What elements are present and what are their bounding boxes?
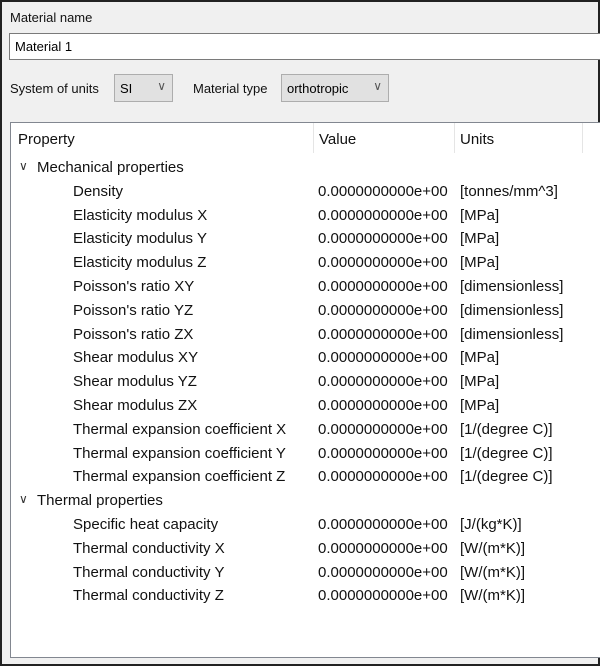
property-tree[interactable]: Property Value Units ∨ Mechanical propert… bbox=[10, 122, 600, 658]
property-units: [J/(kg*K)] bbox=[460, 516, 522, 533]
units-select[interactable]: SI ∨ bbox=[114, 74, 173, 102]
property-name: Shear modulus XY bbox=[73, 349, 199, 367]
property-units: [W/(m*K)] bbox=[460, 587, 525, 605]
property-units: [1/(degree C)] bbox=[460, 420, 553, 438]
property-row[interactable]: Shear modulus ZX 0.0000000000e+00 [MPa] bbox=[11, 394, 600, 418]
property-units: [MPa] bbox=[460, 373, 500, 391]
property-name: Poisson's ratio YZ bbox=[73, 301, 194, 319]
material-name-input[interactable]: Material 1 bbox=[9, 33, 600, 60]
column-header-units[interactable]: Units bbox=[460, 131, 495, 148]
property-name: Poisson's ratio ZX bbox=[73, 325, 194, 343]
property-units: [dimensionless] bbox=[460, 278, 564, 295]
property-row[interactable]: Density 0.0000000000e+00 [tonnes/mm^3] bbox=[11, 180, 600, 204]
property-name: Shear modulus ZX bbox=[73, 397, 198, 414]
property-name: Elasticity modulus Y bbox=[73, 230, 207, 248]
property-row[interactable]: Specific heat capacity 0.0000000000e+00 [J… bbox=[11, 513, 600, 537]
property-value[interactable]: 0.0000000000e+00 bbox=[318, 397, 448, 414]
property-row[interactable]: Elasticity modulus Y 0.0000000000e+00 [MPa… bbox=[11, 227, 600, 251]
property-name: Thermal expansion coefficient X bbox=[73, 420, 287, 438]
column-header-value[interactable]: Value bbox=[319, 131, 357, 148]
chevron-down-icon[interactable]: ∨ bbox=[19, 492, 28, 507]
property-row[interactable]: Poisson's ratio ZX 0.0000000000e+00 [dimen… bbox=[11, 323, 600, 347]
property-row[interactable]: Shear modulus YZ 0.0000000000e+00 [MPa] bbox=[11, 370, 600, 394]
property-row[interactable]: Elasticity modulus Z 0.0000000000e+00 [MPa… bbox=[11, 251, 600, 275]
property-row[interactable]: Thermal conductivity Z 0.0000000000e+00 [W… bbox=[11, 584, 600, 608]
property-units: [MPa] bbox=[460, 254, 500, 272]
property-units: [W/(m*K)] bbox=[460, 563, 525, 581]
property-name: Thermal conductivity Z bbox=[73, 587, 224, 605]
property-units: [MPa] bbox=[460, 397, 500, 414]
property-units: [MPa] bbox=[460, 206, 500, 224]
property-value[interactable]: 0.0000000000e+00 bbox=[318, 182, 448, 200]
property-name: Elasticity modulus Z bbox=[73, 254, 207, 272]
property-value[interactable]: 0.0000000000e+00 bbox=[318, 230, 448, 248]
property-name: Thermal expansion coefficient Z bbox=[73, 468, 286, 486]
tree-header: Property Value Units bbox=[11, 123, 600, 155]
property-row[interactable]: Thermal expansion coefficient Y 0.0000000… bbox=[11, 442, 600, 466]
property-row[interactable]: Poisson's ratio YZ 0.0000000000e+00 [dimen… bbox=[11, 299, 600, 323]
property-value[interactable]: 0.0000000000e+00 bbox=[318, 420, 448, 438]
property-units: [1/(degree C)] bbox=[460, 468, 553, 486]
group-row[interactable]: ∨ Thermal properties bbox=[11, 489, 600, 513]
material-type-value: orthotropic bbox=[287, 81, 349, 96]
property-row[interactable]: Poisson's ratio XY 0.0000000000e+00 [dimen… bbox=[11, 275, 600, 299]
property-row[interactable]: Elasticity modulus X 0.0000000000e+00 [MPa… bbox=[11, 204, 600, 228]
property-name: Thermal expansion coefficient Y bbox=[73, 444, 286, 462]
property-value[interactable]: 0.0000000000e+00 bbox=[318, 278, 448, 295]
property-units: [dimensionless] bbox=[460, 325, 564, 343]
property-units: [MPa] bbox=[460, 230, 500, 248]
property-name: Thermal conductivity X bbox=[73, 539, 225, 557]
property-units: [1/(degree C)] bbox=[460, 444, 553, 462]
property-value[interactable]: 0.0000000000e+00 bbox=[318, 539, 448, 557]
property-name: Shear modulus YZ bbox=[73, 373, 197, 391]
property-value[interactable]: 0.0000000000e+00 bbox=[318, 468, 448, 486]
property-row[interactable]: Thermal conductivity Y 0.0000000000e+00 [W… bbox=[11, 561, 600, 585]
property-row[interactable]: Thermal conductivity X 0.0000000000e+00 [W… bbox=[11, 537, 600, 561]
chevron-down-icon: ∨ bbox=[373, 79, 382, 93]
material-type-label: Material type bbox=[193, 81, 268, 96]
property-value[interactable]: 0.0000000000e+00 bbox=[318, 325, 448, 343]
property-value[interactable]: 0.0000000000e+00 bbox=[318, 349, 448, 367]
property-name: Poisson's ratio XY bbox=[73, 278, 195, 295]
group-row[interactable]: ∨ Mechanical properties bbox=[11, 156, 600, 180]
property-units: [tonnes/mm^3] bbox=[460, 182, 558, 200]
property-name: Specific heat capacity bbox=[73, 516, 219, 533]
property-units: [MPa] bbox=[460, 349, 500, 367]
group-label: Thermal properties bbox=[37, 492, 163, 510]
property-value[interactable]: 0.0000000000e+00 bbox=[318, 373, 448, 391]
chevron-down-icon: ∨ bbox=[157, 79, 166, 93]
property-name: Density bbox=[73, 182, 124, 200]
property-value[interactable]: 0.0000000000e+00 bbox=[318, 301, 448, 319]
property-row[interactable]: Thermal expansion coefficient Z 0.0000000… bbox=[11, 465, 600, 489]
property-value[interactable]: 0.0000000000e+00 bbox=[318, 254, 448, 272]
units-value: SI bbox=[120, 81, 133, 96]
property-value[interactable]: 0.0000000000e+00 bbox=[318, 444, 448, 462]
property-value[interactable]: 0.0000000000e+00 bbox=[318, 563, 448, 581]
property-value[interactable]: 0.0000000000e+00 bbox=[318, 587, 448, 605]
column-header-property[interactable]: Property bbox=[18, 131, 75, 148]
property-units: [dimensionless] bbox=[460, 301, 564, 319]
material-name-label: Material name bbox=[10, 10, 93, 25]
material-type-select[interactable]: orthotropic ∨ bbox=[281, 74, 389, 102]
property-units: [W/(m*K)] bbox=[460, 539, 525, 557]
property-value[interactable]: 0.0000000000e+00 bbox=[318, 206, 448, 224]
chevron-down-icon[interactable]: ∨ bbox=[19, 159, 28, 173]
property-row[interactable]: Thermal expansion coefficient X 0.0000000… bbox=[11, 418, 600, 442]
property-value[interactable]: 0.0000000000e+00 bbox=[318, 516, 448, 533]
property-name: Thermal conductivity Y bbox=[73, 563, 225, 581]
property-row[interactable]: Shear modulus XY 0.0000000000e+00 [MPa] bbox=[11, 346, 600, 370]
group-label: Mechanical properties bbox=[37, 159, 184, 176]
property-name: Elasticity modulus X bbox=[73, 206, 208, 224]
units-label: System of units bbox=[10, 81, 99, 96]
